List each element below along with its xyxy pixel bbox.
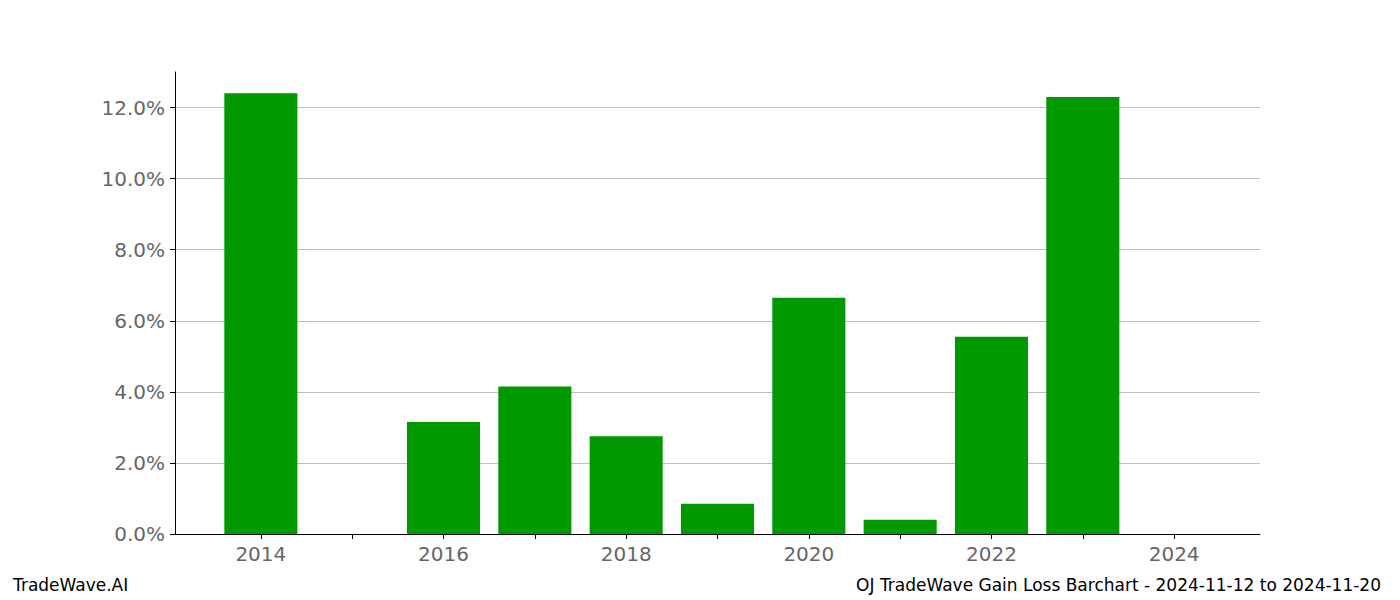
svg-text:4.0%: 4.0%	[114, 380, 165, 404]
svg-text:TradeWave.AI: TradeWave.AI	[12, 575, 128, 595]
svg-text:2014: 2014	[235, 542, 286, 566]
svg-text:OJ TradeWave Gain Loss Barchar: OJ TradeWave Gain Loss Barchart - 2024-1…	[856, 575, 1381, 595]
svg-text:2022: 2022	[966, 542, 1017, 566]
svg-text:2020: 2020	[783, 542, 834, 566]
svg-text:2.0%: 2.0%	[114, 451, 165, 475]
svg-text:12.0%: 12.0%	[101, 96, 165, 120]
svg-text:2018: 2018	[601, 542, 652, 566]
svg-text:2016: 2016	[418, 542, 469, 566]
svg-text:0.0%: 0.0%	[114, 522, 165, 546]
svg-text:2024: 2024	[1149, 542, 1200, 566]
svg-text:10.0%: 10.0%	[101, 167, 165, 191]
svg-text:6.0%: 6.0%	[114, 309, 165, 333]
svg-text:8.0%: 8.0%	[114, 238, 165, 262]
